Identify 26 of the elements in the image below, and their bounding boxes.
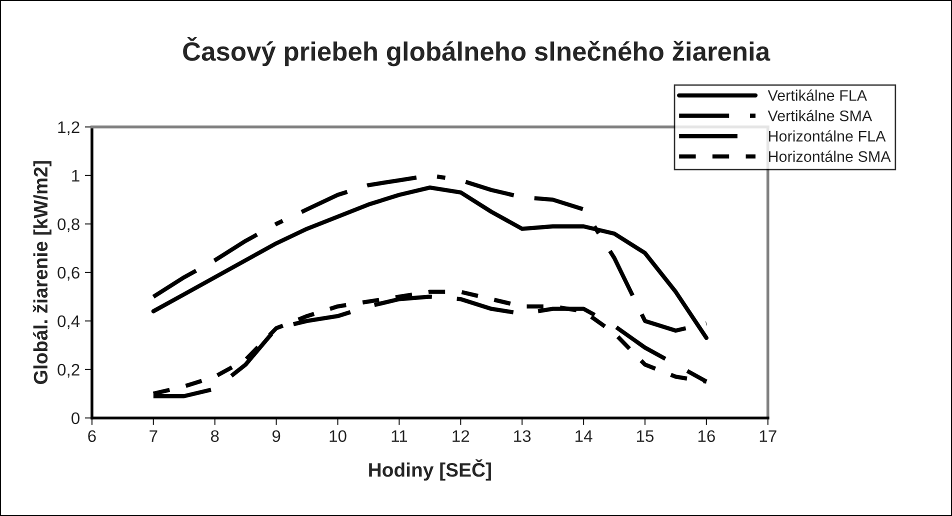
y-tick-label: 1,2	[58, 121, 80, 136]
x-tick-label: 11	[392, 430, 408, 442]
legend-label: Horizontálne SMA	[768, 150, 891, 162]
legend-label: Horizontálne FLA	[768, 130, 886, 142]
y-axis-title: Globál. žiarenie [kW/m2]	[32, 161, 52, 384]
x-tick-label: 15	[636, 430, 654, 442]
x-tick-label: 8	[210, 430, 219, 442]
y-tick-label: 0,8	[58, 218, 80, 232]
x-tick-label: 9	[272, 430, 280, 442]
y-tick-label: 0	[72, 412, 80, 424]
x-tick-label: 17	[760, 430, 776, 442]
x-tick-label: 12	[452, 430, 470, 442]
legend-label: Vertikálne SMA	[768, 110, 872, 122]
legend-label: Vertikálne FLA	[768, 90, 868, 101]
y-tick-label: 1	[72, 170, 80, 182]
y-tick-label: 0,4	[58, 315, 80, 330]
y-tick-label: 0,2	[58, 364, 80, 378]
x-tick-label: 10	[330, 430, 346, 442]
x-tick-label: 13	[514, 430, 531, 442]
x-tick-label: 6	[88, 430, 96, 442]
chart-title: Časový priebeh globálneho slnečného žiarenia	[183, 36, 770, 66]
x-axis-title: Hodiny [SEČ]	[369, 459, 491, 481]
x-tick-label: 14	[576, 430, 592, 442]
x-tick-label: 16	[698, 430, 715, 442]
x-tick-label: 7	[150, 430, 158, 442]
y-tick-label: 0,6	[58, 266, 80, 281]
